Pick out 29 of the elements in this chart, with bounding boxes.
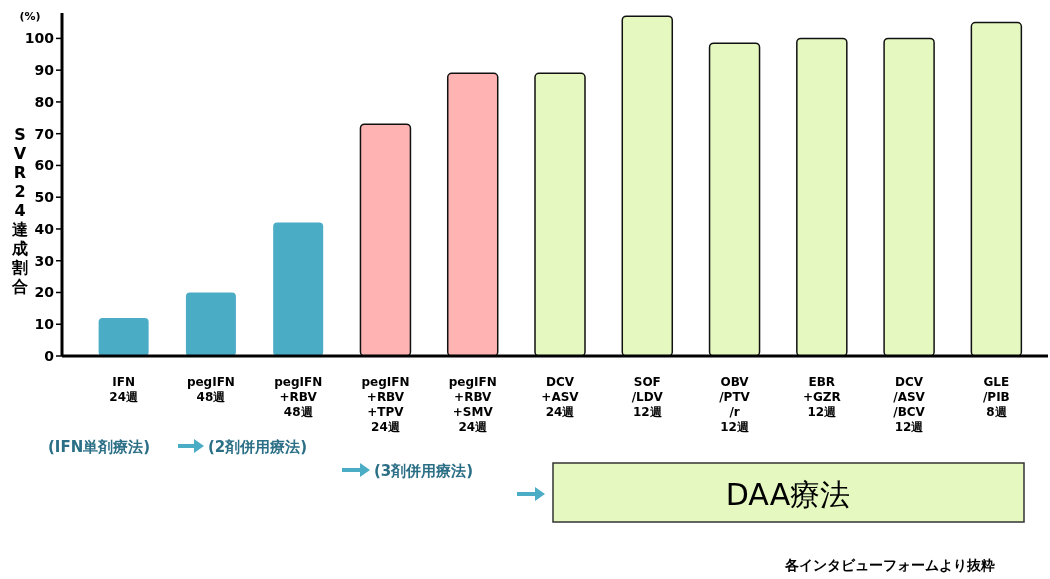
y-tick-label: 40 [34, 220, 55, 237]
y-tick-label: 10 [34, 316, 55, 333]
x-tick-label: pegIFN 48週 [186, 375, 235, 404]
x-tick-label: IFN 24週 [109, 375, 139, 404]
y-tick-label: 80 [34, 93, 55, 110]
y-tick-label: 20 [34, 284, 55, 301]
text: 各インタビューフォームより抜粋 [784, 557, 995, 573]
y-tick-label: 0 [44, 348, 55, 364]
y-tick-label: 90 [34, 62, 55, 79]
x-tick-label: DCV +ASV 24週 [541, 375, 580, 419]
y-tick-label: 100 [24, 30, 55, 47]
text: (2剤併用療法) [208, 438, 308, 456]
text: (%) [19, 10, 41, 23]
y-tick-label: 70 [34, 125, 55, 142]
text: DAA療法 [725, 477, 851, 512]
text: (IFN単剤療法) [48, 438, 151, 456]
y-tick-label: 60 [34, 157, 55, 174]
text: (3剤併用療法) [374, 462, 474, 480]
x-tick-label: SOF /LDV 12週 [631, 375, 664, 419]
text: SVR24達成割合 [12, 125, 28, 296]
x-tick-label: pegIFN +RBV +SMV 24週 [448, 375, 497, 434]
x-tick-label: GLE /PIB 8週 [982, 375, 1010, 419]
y-tick-label: 30 [34, 252, 55, 269]
x-tick-label: pegIFN +RBV 48週 [274, 375, 323, 419]
x-tick-label: DCV /ASV /BCV 12週 [893, 375, 926, 434]
x-tick-label: EBR +GZR 12週 [802, 375, 841, 419]
x-tick-label: OBV /PTV /r 12週 [719, 375, 751, 434]
x-tick-label: pegIFN +RBV +TPV 24週 [361, 375, 410, 434]
y-tick-label: 50 [34, 189, 55, 206]
